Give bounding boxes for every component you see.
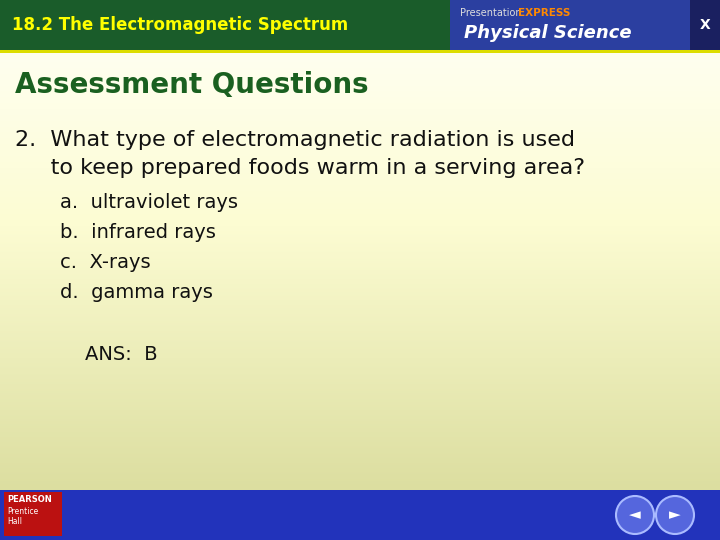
Text: Hall: Hall [7,517,22,526]
Text: ◄: ◄ [629,508,641,523]
Circle shape [656,496,694,534]
Text: c.  X-rays: c. X-rays [60,253,150,272]
Text: a.  ultraviolet rays: a. ultraviolet rays [60,192,238,212]
Text: EXPRESS: EXPRESS [518,8,570,18]
Text: to keep prepared foods warm in a serving area?: to keep prepared foods warm in a serving… [15,158,585,178]
Text: Presentation: Presentation [460,8,521,18]
Text: b.  infrared rays: b. infrared rays [60,222,216,241]
Text: ►: ► [669,508,681,523]
Bar [0,0,720,50]
Bar [450,0,690,50]
Text: Physical Science: Physical Science [464,24,631,42]
Bar [690,0,720,50]
Text: PEARSON: PEARSON [7,496,52,504]
Text: d.  gamma rays: d. gamma rays [60,282,213,301]
Bar [4,492,62,536]
Text: 18.2 The Electromagnetic Spectrum: 18.2 The Electromagnetic Spectrum [12,16,348,34]
Text: Assessment Questions: Assessment Questions [15,71,369,99]
Text: X: X [700,18,711,32]
Bar [0,490,720,540]
Bar [0,50,720,53]
Text: 2.  What type of electromagnetic radiation is used: 2. What type of electromagnetic radiatio… [15,130,575,150]
Text: ANS:  B: ANS: B [85,346,158,365]
Circle shape [616,496,654,534]
Text: Prentice: Prentice [7,507,38,516]
